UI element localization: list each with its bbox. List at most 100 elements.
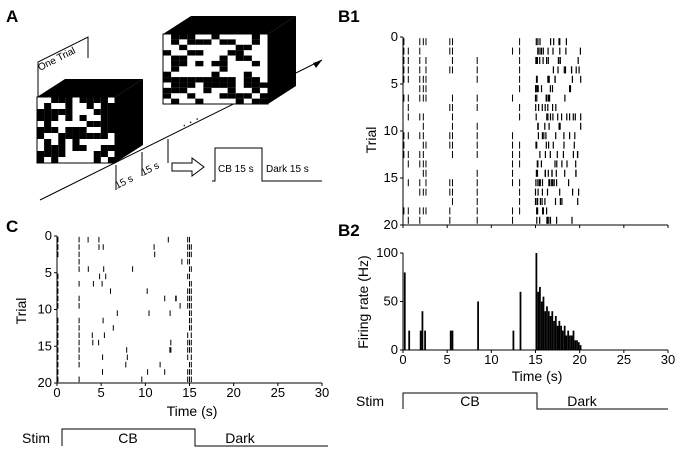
b2-bar [408, 330, 411, 350]
checkerboard-cell [251, 60, 260, 67]
checkerboard-cell [58, 145, 66, 151]
checkerboard-cell [211, 60, 220, 67]
checkerboard-cell [107, 109, 115, 115]
checkerboard-cell [187, 93, 196, 99]
checkerboard-cell [107, 145, 115, 151]
c-x-tick-label: 0 [53, 385, 60, 400]
b2-bar [537, 291, 540, 350]
b2-x-tick-label: 20 [572, 352, 586, 367]
checkerboard-cube-2 [162, 16, 296, 105]
b1-raster-plot: 0 5 10 15 20 [384, 29, 669, 232]
checkerboard-cell [219, 60, 228, 67]
checkerboard-cell [100, 145, 108, 151]
b1-y-tick-label: 10 [384, 123, 398, 138]
checkerboard-cell [243, 71, 252, 78]
checkerboard-cell [163, 50, 172, 56]
checkerboard-cell [171, 98, 180, 104]
b2-histogram-plot: 0 5 10 15 20 25 30 0 50 100 [376, 245, 675, 367]
checkerboard-cell [187, 77, 196, 83]
b2-x-tick-label: 5 [444, 352, 451, 367]
checkerboard-cell [195, 50, 204, 56]
checkerboard-cell [51, 127, 59, 133]
checkerboard-cell [163, 77, 172, 83]
checkerboard-cell [37, 133, 45, 139]
checkerboard-cell [163, 93, 172, 99]
b2-bar [512, 330, 515, 350]
b2-x-tick-label: 0 [399, 352, 406, 367]
checkerboard-cell [251, 77, 260, 83]
checkerboard-cell [93, 121, 101, 127]
b1-y-axis-label: Trial [363, 127, 379, 154]
panel-label-b2: B2 [338, 221, 360, 240]
checkerboard-cell [58, 139, 66, 145]
checkerboard-cell [58, 97, 66, 103]
checkerboard-cell [179, 55, 188, 61]
c-stim-label: Stim [22, 430, 50, 446]
b2-y-tick-label: 100 [376, 245, 398, 260]
checkerboard-cell [235, 50, 244, 56]
checkerboard-cell [251, 87, 260, 94]
b2-bar [579, 345, 582, 350]
checkerboard-cell [227, 87, 236, 94]
checkerboard-cell [227, 39, 236, 45]
b2-stim-trace [402, 392, 668, 410]
b2-x-tick-label: 30 [661, 352, 675, 367]
schematic-cb-label: CB 15 s [218, 164, 254, 175]
b2-bar [546, 306, 548, 350]
c-x-tick-label: 30 [315, 385, 329, 400]
b2-bar [544, 311, 547, 350]
checkerboard-cell [219, 66, 228, 72]
checkerboard-cell [58, 133, 66, 139]
checkerboard-cell [259, 93, 268, 99]
c-y-tick-label: 20 [38, 375, 52, 390]
checkerboard-cell [235, 55, 244, 61]
b2-bar [477, 301, 479, 350]
b2-bar [572, 330, 575, 350]
b2-x-tick-label: 10 [484, 352, 498, 367]
c-y-tick-label: 15 [38, 338, 52, 353]
checkerboard-cell [100, 115, 108, 121]
checkerboard-cell [251, 98, 260, 104]
checkerboard-cell [58, 109, 66, 115]
b2-stim-cb-label: CB [460, 393, 479, 409]
checkerboard-cell [211, 71, 220, 78]
checkerboard-cell [79, 133, 87, 139]
b2-bar [403, 272, 406, 350]
c-stim-trace [61, 428, 328, 447]
checkerboard-cube-1 [36, 79, 143, 164]
checkerboard-cell [203, 39, 212, 45]
checkerboard-cell [219, 93, 228, 99]
checkerboard-cell [219, 77, 228, 83]
checkerboard-cell [44, 151, 52, 157]
cube-top-face [37, 79, 143, 97]
checkerboard-cell [171, 39, 180, 45]
checkerboard-cell [235, 93, 244, 99]
checkerboard-cell [243, 77, 252, 83]
checkerboard-cell [79, 127, 87, 133]
checkerboard-cell [79, 115, 87, 121]
checkerboard-cell [72, 139, 80, 145]
b2-bar [567, 330, 570, 350]
b2-bar [519, 291, 522, 350]
checkerboard-cell [44, 121, 52, 127]
b2-bar [576, 340, 578, 350]
checkerboard-cell [171, 77, 180, 83]
checkerboard-cell [72, 133, 80, 139]
c-x-tick-label: 5 [98, 385, 105, 400]
checkerboard-cell [243, 55, 252, 61]
checkerboard-cell [65, 103, 73, 109]
checkerboard-cell [243, 44, 252, 51]
checkerboard-cell [219, 82, 228, 88]
cube-side-face [115, 79, 143, 163]
b1-y-tick-label: 20 [384, 217, 398, 232]
checkerboard-cell [93, 151, 101, 157]
b1-y-tick-label: 0 [391, 29, 398, 44]
checkerboard-cell [86, 103, 94, 109]
checkerboard-cell [251, 39, 260, 45]
checkerboard-cell [107, 103, 115, 109]
b2-bar [424, 330, 426, 350]
b2-bar [535, 253, 538, 350]
checkerboard-cell [251, 34, 260, 40]
b2-bar [560, 325, 562, 350]
